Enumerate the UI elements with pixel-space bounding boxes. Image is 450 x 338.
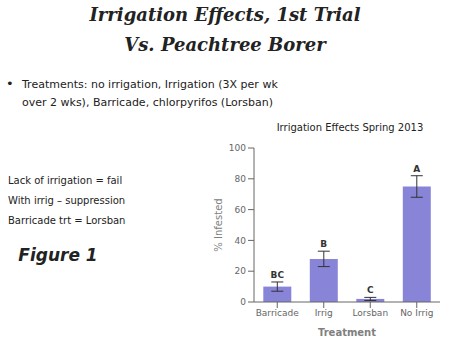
svg-text:% Infested: % Infested [213, 198, 224, 251]
html-text:over 2 wks), Barricade, chlorp: over 2 wks), Barricade, chlorpyrifos (Lo… [22, 96, 274, 109]
html-text:Irrigation Effects Spring 2013: Irrigation Effects Spring 2013 [276, 122, 424, 133]
html-text:Vs. Peachtree Borer: Vs. Peachtree Borer [124, 34, 326, 55]
svg-text:C: C [367, 285, 374, 295]
html-text:With irrig – suppression: With irrig – suppression [8, 195, 126, 206]
html-text:Irrigation Effects, 1st Trial: Irrigation Effects, 1st Trial [89, 4, 361, 25]
svg-text:20: 20 [235, 266, 247, 276]
html-text:Treatments: no irrigation, Irr: Treatments: no irrigation, Irrigation (3… [22, 78, 278, 91]
svg-text:BC: BC [271, 270, 285, 280]
svg-text:60: 60 [235, 205, 247, 215]
svg-text:Treatment: Treatment [318, 327, 376, 336]
html-text:Barricade trt = Lorsban: Barricade trt = Lorsban [8, 215, 126, 226]
svg-text:40: 40 [235, 236, 247, 246]
svg-text:Barricade: Barricade [256, 308, 300, 318]
svg-text:No Irrig: No Irrig [400, 308, 433, 318]
svg-text:B: B [320, 239, 327, 249]
svg-text:A: A [413, 164, 420, 174]
svg-text:Lorsban: Lorsban [352, 308, 388, 318]
svg-text:Irrig: Irrig [315, 308, 333, 318]
svg-text:100: 100 [229, 143, 246, 153]
html-text:Lack of irrigation = fail: Lack of irrigation = fail [8, 175, 123, 186]
svg-text:0: 0 [240, 297, 246, 307]
svg-text:80: 80 [235, 174, 247, 184]
html-text:Figure 1: Figure 1 [18, 245, 98, 265]
